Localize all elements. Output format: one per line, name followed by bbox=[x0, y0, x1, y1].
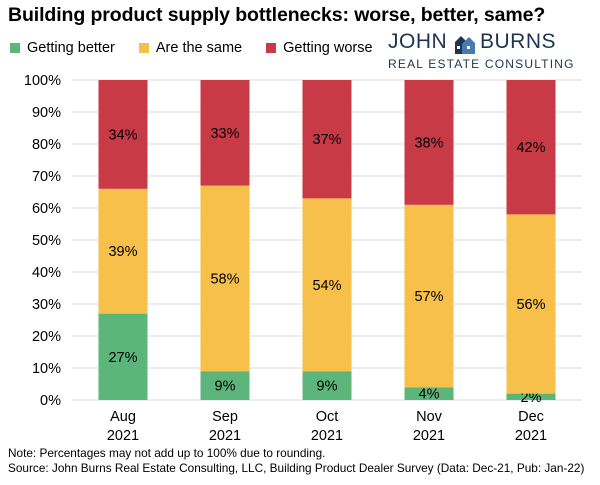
x-tick-label-month: Oct bbox=[316, 409, 339, 425]
legend-swatch-are-the-same bbox=[138, 43, 149, 53]
data-label: 58% bbox=[210, 271, 239, 287]
data-label: 38% bbox=[414, 135, 443, 151]
y-tick-label: 70% bbox=[32, 169, 61, 185]
data-label: 9% bbox=[317, 379, 338, 395]
data-label: 37% bbox=[312, 132, 341, 148]
legend-item-getting-better: Getting better bbox=[10, 40, 115, 56]
data-label: 57% bbox=[414, 289, 443, 305]
x-tick-label-month: Dec bbox=[518, 409, 544, 425]
bar-segment bbox=[98, 80, 148, 189]
note-source: Source: John Burns Real Estate Consultin… bbox=[8, 461, 585, 475]
bar-segment bbox=[98, 188, 148, 314]
data-label: 27% bbox=[108, 350, 137, 366]
x-tick-label-year: 2021 bbox=[209, 428, 241, 444]
y-tick-label: 60% bbox=[32, 201, 61, 217]
bar-segment bbox=[302, 80, 352, 199]
y-tick-label: 30% bbox=[32, 297, 61, 313]
bar-segment bbox=[506, 214, 556, 394]
bar-segment bbox=[302, 371, 352, 400]
y-tick-label: 90% bbox=[32, 105, 61, 121]
bar-segment bbox=[200, 185, 250, 372]
logo-tagline: REAL ESTATE CONSULTING bbox=[388, 57, 575, 71]
footnotes: Note: Percentages may not add up to 100%… bbox=[8, 446, 584, 476]
logo-word-burns: BURNS bbox=[480, 30, 557, 53]
x-tick-label-year: 2021 bbox=[515, 428, 547, 444]
y-tick-label: 10% bbox=[32, 361, 61, 377]
bar-segment bbox=[98, 313, 148, 400]
data-label: 56% bbox=[516, 297, 545, 313]
logo-wordmark: JOHN bbox=[388, 30, 447, 54]
y-tick-label: 20% bbox=[32, 329, 61, 345]
data-label: 33% bbox=[210, 126, 239, 142]
bar-segment bbox=[506, 393, 556, 400]
legend: Getting better Are the same Getting wors… bbox=[10, 40, 397, 56]
x-tick-label-month: Aug bbox=[110, 409, 136, 425]
legend-swatch-getting-worse bbox=[266, 43, 277, 53]
x-tick-label-year: 2021 bbox=[413, 428, 445, 444]
legend-swatch-getting-better bbox=[10, 43, 20, 53]
bar-segment bbox=[200, 371, 250, 400]
x-tick-label-year: 2021 bbox=[311, 428, 343, 444]
y-tick-label: 100% bbox=[24, 73, 61, 89]
x-tick-label-month: Nov bbox=[416, 409, 443, 425]
x-tick-label-month: Sep bbox=[212, 409, 238, 425]
chart-title: Building product supply bottlenecks: wor… bbox=[8, 4, 546, 26]
legend-item-are-the-same: Are the same bbox=[138, 40, 243, 56]
bar-segment bbox=[200, 80, 250, 186]
bar-segment bbox=[302, 198, 352, 372]
y-tick-label: 80% bbox=[32, 137, 61, 153]
y-tick-label: 0% bbox=[40, 393, 61, 409]
company-logo: JOHN BURNS REAL ESTATE CONSULTING bbox=[388, 30, 573, 74]
bar-segment bbox=[506, 80, 556, 215]
note-rounding: Note: Percentages may not add up to 100%… bbox=[8, 446, 326, 460]
data-label: 42% bbox=[516, 140, 545, 156]
y-tick-label: 50% bbox=[32, 233, 61, 249]
data-label: 34% bbox=[108, 127, 137, 143]
legend-item-getting-worse: Getting worse bbox=[266, 40, 373, 56]
data-label: 39% bbox=[108, 244, 137, 260]
bar-segment bbox=[404, 387, 454, 400]
y-tick-label: 40% bbox=[32, 265, 61, 281]
bar-segment bbox=[404, 204, 454, 388]
legend-label-getting-worse: Getting worse bbox=[283, 40, 373, 56]
logo-word-john: JOHN bbox=[388, 30, 448, 53]
house-icon bbox=[455, 36, 475, 54]
x-tick-label-year: 2021 bbox=[107, 428, 139, 444]
data-label: 4% bbox=[419, 387, 440, 403]
data-label: 54% bbox=[312, 278, 341, 294]
bar-segment bbox=[404, 80, 454, 205]
data-label: 2% bbox=[521, 390, 542, 406]
data-label: 9% bbox=[215, 379, 236, 395]
legend-label-getting-better: Getting better bbox=[27, 40, 115, 56]
legend-label-are-the-same: Are the same bbox=[155, 40, 243, 56]
